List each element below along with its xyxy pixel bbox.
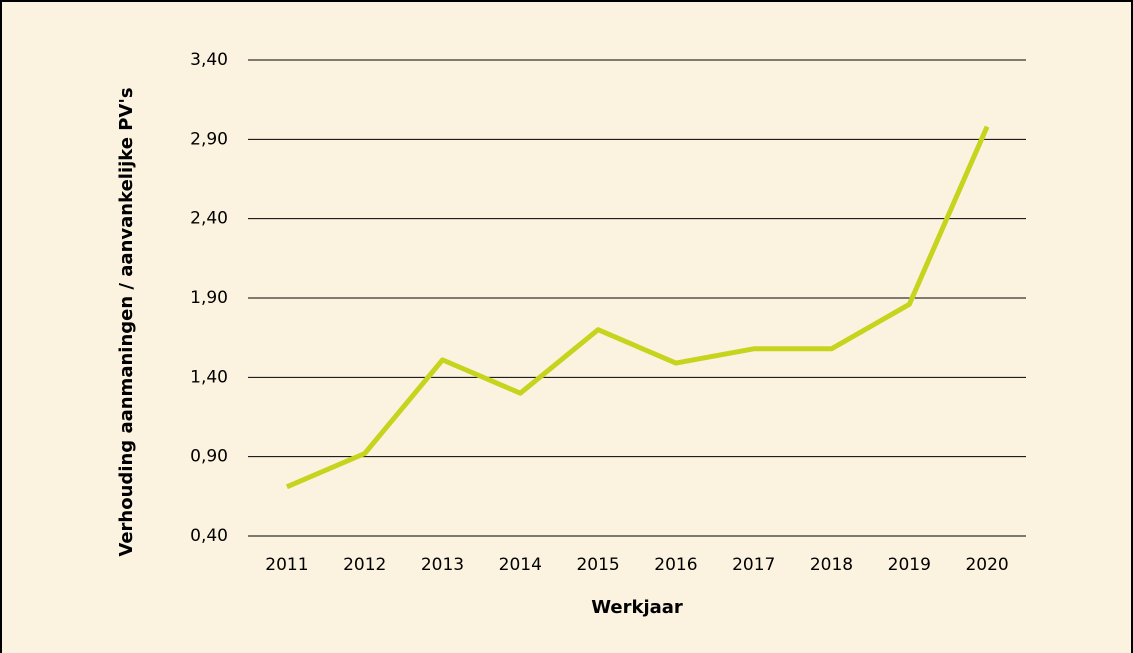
y-tick-label: 3,40 bbox=[190, 50, 228, 70]
x-tick-label: 2016 bbox=[654, 555, 697, 575]
x-tick-label: 2018 bbox=[810, 555, 853, 575]
y-tick-label: 2,90 bbox=[190, 129, 228, 149]
x-tick-label: 2020 bbox=[965, 555, 1008, 575]
y-tick-label: 1,90 bbox=[190, 288, 228, 308]
data-line bbox=[285, 125, 990, 490]
x-tick-label: 2014 bbox=[499, 555, 542, 575]
x-axis-title: Werkjaar bbox=[591, 597, 683, 618]
y-tick-label: 2,40 bbox=[190, 209, 228, 229]
x-tick-label: 2019 bbox=[888, 555, 931, 575]
y-axis-title: Verhouding aanmaningen / aanvankelijke P… bbox=[116, 87, 137, 556]
x-tick-label: 2012 bbox=[343, 555, 386, 575]
x-tick-label: 2015 bbox=[576, 555, 619, 575]
y-tick-label: 1,40 bbox=[190, 367, 228, 387]
x-tick-label: 2017 bbox=[732, 555, 775, 575]
x-tick-label: 2011 bbox=[265, 555, 308, 575]
y-tick-label: 0,40 bbox=[190, 526, 228, 546]
x-tick-label: 2013 bbox=[421, 555, 464, 575]
y-tick-label: 0,90 bbox=[190, 447, 228, 467]
